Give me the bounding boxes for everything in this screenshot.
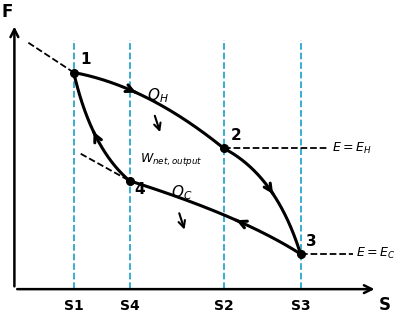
- Text: S3: S3: [290, 299, 310, 313]
- Text: 1: 1: [81, 52, 91, 67]
- Text: 4: 4: [134, 182, 145, 197]
- Text: $Q_H$: $Q_H$: [147, 86, 168, 105]
- Text: S2: S2: [213, 299, 233, 313]
- Text: S4: S4: [119, 299, 139, 313]
- Text: $E=E_C$: $E=E_C$: [355, 246, 395, 261]
- Text: F: F: [2, 3, 13, 21]
- Text: $W_{net,output}$: $W_{net,output}$: [140, 151, 202, 168]
- Text: S: S: [378, 296, 390, 314]
- Text: $E=E_H$: $E=E_H$: [331, 141, 371, 156]
- Text: 2: 2: [230, 128, 241, 143]
- Text: $Q_C$: $Q_C$: [171, 184, 192, 203]
- Text: S1: S1: [64, 299, 83, 313]
- Text: 3: 3: [305, 234, 316, 248]
